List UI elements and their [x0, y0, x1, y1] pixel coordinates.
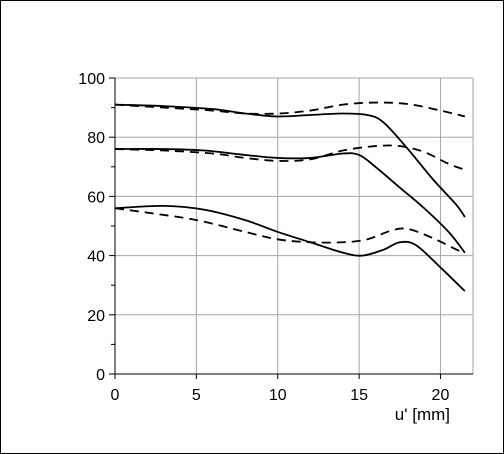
y-tick-label: 20	[87, 308, 105, 325]
grid-lines	[115, 77, 474, 374]
series-line-3-solid	[114, 148, 466, 254]
tick-labels: 0 20 40 60 80 100 0 5 10 15 20	[78, 71, 449, 404]
x-tick-label: 10	[269, 387, 287, 404]
x-tick-label: 0	[111, 387, 120, 404]
plot-area	[115, 78, 473, 374]
y-tick-label: 80	[87, 130, 105, 147]
series-line-6-dashed	[114, 207, 466, 254]
series-line-1-solid	[114, 103, 466, 218]
x-tick-label: 15	[350, 387, 368, 404]
y-tick-label: 40	[87, 249, 105, 266]
x-tick-label: 5	[192, 387, 201, 404]
y-tick-label: 100	[78, 71, 105, 88]
series-line-2-dashed	[114, 101, 466, 118]
axes	[109, 77, 473, 379]
series-line-5-solid	[114, 204, 466, 292]
y-tick-label: 60	[87, 189, 105, 206]
x-axis-title: u' [mm]	[395, 405, 450, 424]
x-tick-label: 20	[432, 387, 450, 404]
series-layer	[114, 101, 466, 292]
series-line-4-dashed	[114, 144, 466, 171]
y-tick-label: 0	[96, 367, 105, 384]
